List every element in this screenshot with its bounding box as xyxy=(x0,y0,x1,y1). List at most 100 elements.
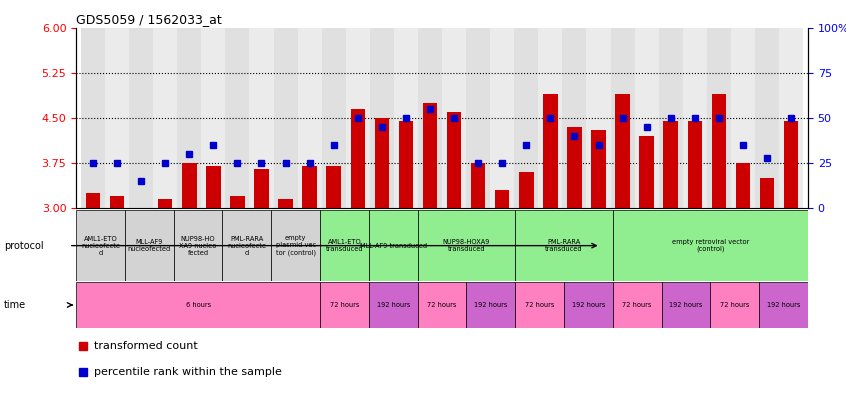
Bar xyxy=(369,210,418,281)
Text: empty retroviral vector
(control): empty retroviral vector (control) xyxy=(672,239,749,252)
Text: 72 hours: 72 hours xyxy=(525,302,554,308)
Bar xyxy=(423,103,437,208)
Bar xyxy=(105,28,129,208)
Bar xyxy=(350,109,365,208)
Bar xyxy=(706,28,731,208)
Bar xyxy=(178,28,201,208)
Text: AML1-ETO
nucleofecte
d: AML1-ETO nucleofecte d xyxy=(81,236,120,255)
Bar xyxy=(615,94,629,208)
Bar xyxy=(320,210,369,281)
Bar xyxy=(567,127,582,208)
Bar xyxy=(543,94,558,208)
Bar xyxy=(586,28,611,208)
Bar xyxy=(173,210,222,281)
Text: 72 hours: 72 hours xyxy=(623,302,652,308)
Bar xyxy=(418,282,466,328)
Bar xyxy=(611,28,634,208)
Bar xyxy=(760,178,774,208)
Bar xyxy=(153,28,178,208)
Bar xyxy=(640,136,654,208)
Bar xyxy=(662,282,711,328)
Bar xyxy=(634,28,659,208)
Bar xyxy=(731,28,755,208)
Bar xyxy=(736,163,750,208)
Bar xyxy=(418,28,442,208)
Bar xyxy=(321,28,346,208)
Bar xyxy=(538,28,563,208)
Text: 192 hours: 192 hours xyxy=(474,302,508,308)
Text: 72 hours: 72 hours xyxy=(720,302,750,308)
Bar xyxy=(564,282,613,328)
Text: empty
plasmid vec
tor (control): empty plasmid vec tor (control) xyxy=(276,235,316,256)
Text: AML1-ETO
transduced: AML1-ETO transduced xyxy=(326,239,363,252)
Bar xyxy=(688,121,702,208)
Bar xyxy=(442,28,466,208)
Bar xyxy=(466,28,490,208)
Bar xyxy=(129,28,153,208)
Text: 72 hours: 72 hours xyxy=(330,302,360,308)
Text: protocol: protocol xyxy=(4,241,44,251)
Bar xyxy=(683,28,706,208)
Bar xyxy=(398,121,413,208)
Text: 72 hours: 72 hours xyxy=(427,302,457,308)
Bar xyxy=(278,199,293,208)
Bar xyxy=(369,282,418,328)
Bar xyxy=(320,282,369,328)
Bar xyxy=(222,210,272,281)
Bar xyxy=(711,282,759,328)
Text: transformed count: transformed count xyxy=(95,342,198,351)
Bar xyxy=(779,28,803,208)
Bar xyxy=(225,28,250,208)
Text: NUP98-HO
XA9 nucleo
fected: NUP98-HO XA9 nucleo fected xyxy=(179,236,217,255)
Bar xyxy=(514,28,538,208)
Bar xyxy=(663,121,678,208)
Bar xyxy=(255,169,269,208)
Text: 192 hours: 192 hours xyxy=(572,302,605,308)
Bar xyxy=(711,94,726,208)
Text: 192 hours: 192 hours xyxy=(766,302,800,308)
Bar xyxy=(346,28,370,208)
Bar xyxy=(515,282,564,328)
Bar xyxy=(759,282,808,328)
Bar xyxy=(495,190,509,208)
Bar xyxy=(490,28,514,208)
Bar xyxy=(613,282,662,328)
Bar xyxy=(418,210,515,281)
Bar xyxy=(125,210,173,281)
Bar xyxy=(755,28,779,208)
Text: 192 hours: 192 hours xyxy=(376,302,410,308)
Bar xyxy=(206,166,221,208)
Bar xyxy=(85,193,100,208)
Text: percentile rank within the sample: percentile rank within the sample xyxy=(95,367,283,377)
Bar xyxy=(76,282,320,328)
Text: PML-RARA
nucleofecte
d: PML-RARA nucleofecte d xyxy=(228,236,266,255)
Text: time: time xyxy=(4,300,26,310)
Bar xyxy=(250,28,273,208)
Bar xyxy=(659,28,683,208)
Bar xyxy=(375,118,389,208)
Bar xyxy=(563,28,586,208)
Bar xyxy=(182,163,196,208)
Text: 192 hours: 192 hours xyxy=(669,302,703,308)
Bar xyxy=(784,121,799,208)
Bar xyxy=(591,130,606,208)
Text: MLL-AF9
nucleofected: MLL-AF9 nucleofected xyxy=(128,239,171,252)
Text: 6 hours: 6 hours xyxy=(185,302,211,308)
Bar xyxy=(302,166,317,208)
Text: PML-RARA
transduced: PML-RARA transduced xyxy=(545,239,583,252)
Bar xyxy=(110,196,124,208)
Bar xyxy=(230,196,244,208)
Bar xyxy=(466,282,515,328)
Bar xyxy=(201,28,225,208)
Bar xyxy=(81,28,105,208)
Bar xyxy=(272,210,320,281)
Bar xyxy=(471,163,486,208)
Bar xyxy=(298,28,321,208)
Bar xyxy=(158,199,173,208)
Text: NUP98-HOXA9
transduced: NUP98-HOXA9 transduced xyxy=(442,239,490,252)
Bar xyxy=(447,112,461,208)
Bar xyxy=(273,28,298,208)
Bar xyxy=(394,28,418,208)
Bar xyxy=(613,210,808,281)
Text: GDS5059 / 1562033_at: GDS5059 / 1562033_at xyxy=(76,13,222,26)
